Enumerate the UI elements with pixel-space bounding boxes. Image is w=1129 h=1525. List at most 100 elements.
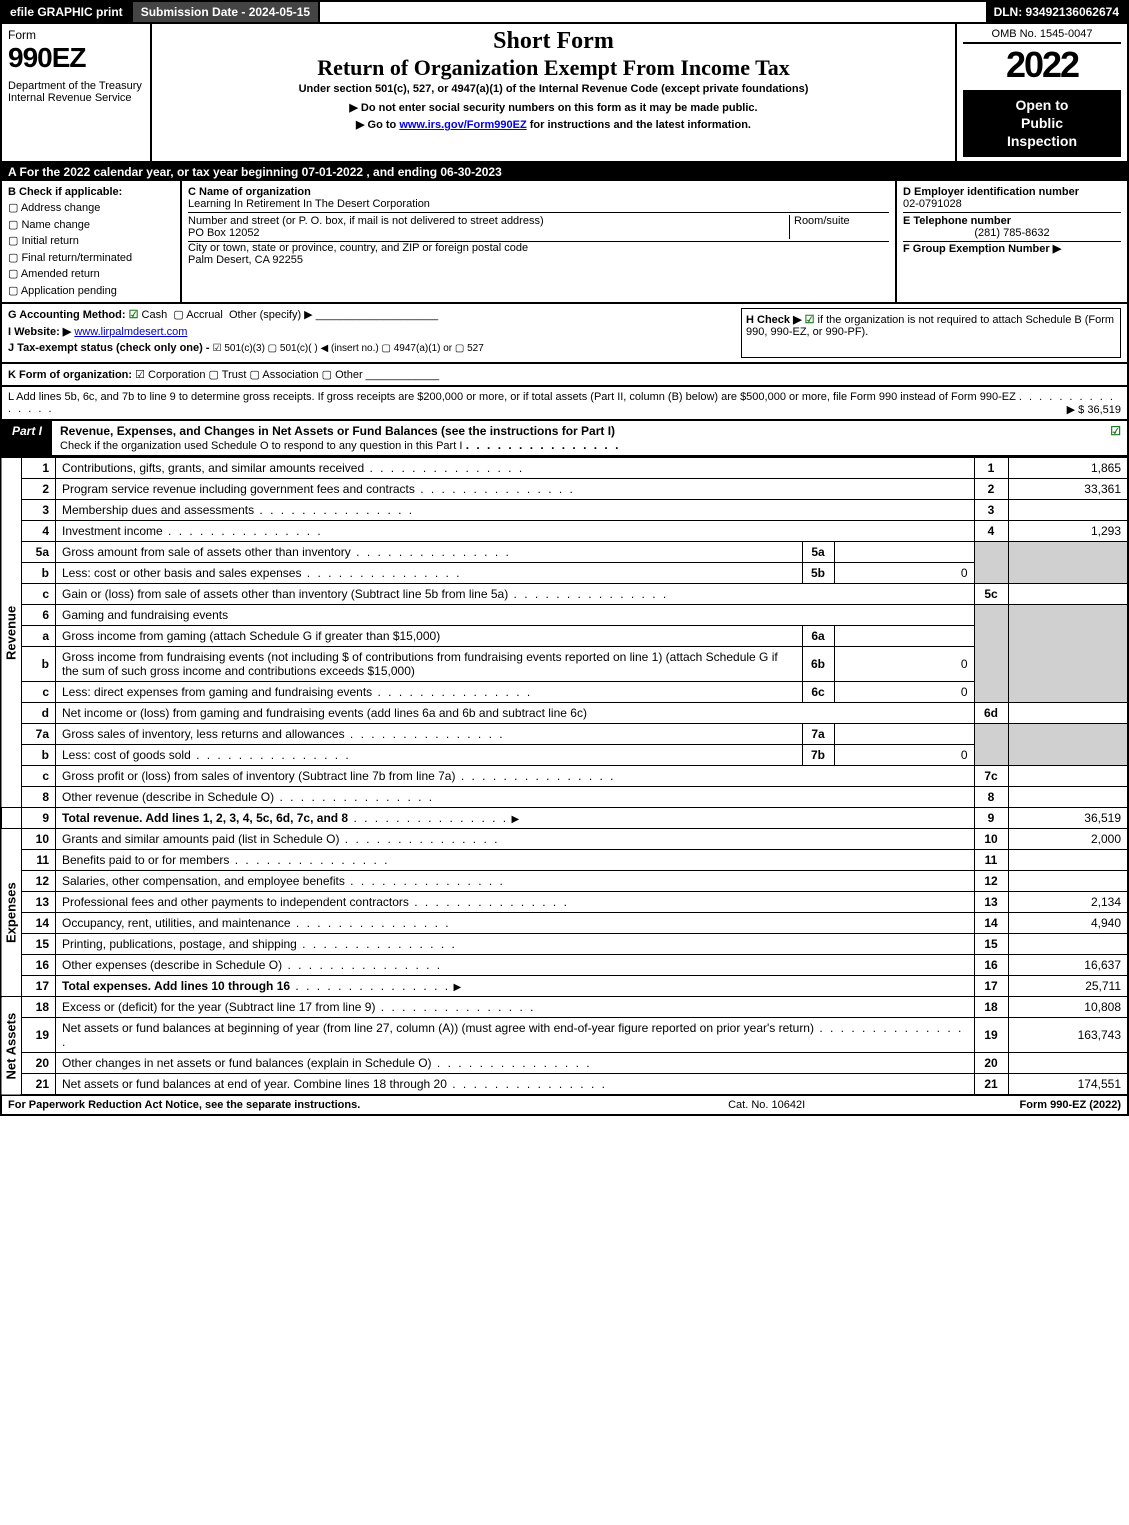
ld: Gross income from fundraising events (no…	[62, 650, 778, 678]
ld: Net income or (loss) from gaming and fun…	[62, 706, 587, 720]
lv: 2,134	[1008, 892, 1128, 913]
section-def: D Employer identification number 02-0791…	[897, 181, 1127, 303]
lr: 10	[974, 829, 1008, 850]
cb-amended-return[interactable]: Amended return	[8, 266, 174, 283]
efile-label[interactable]: efile GRAPHIC print	[2, 2, 133, 22]
line-19: 19Net assets or fund balances at beginni…	[1, 1018, 1128, 1053]
revenue-label: Revenue	[1, 458, 22, 808]
line-7b: bLess: cost of goods sold7b0	[1, 745, 1128, 766]
line-6d: dNet income or (loss) from gaming and fu…	[1, 703, 1128, 724]
cb-name-change[interactable]: Name change	[8, 217, 174, 234]
part1-desc: Revenue, Expenses, and Changes in Net As…	[52, 421, 1104, 455]
b-label: B Check if applicable:	[8, 184, 174, 201]
lv: 16,637	[1008, 955, 1128, 976]
block-bcdef: B Check if applicable: Address change Na…	[0, 181, 1129, 305]
ln: 13	[22, 892, 56, 913]
footer-mid: Cat. No. 10642I	[514, 1099, 1020, 1111]
section-e: E Telephone number (281) 785-8632	[903, 213, 1121, 242]
ln: 8	[22, 787, 56, 808]
ld: Less: cost or other basis and sales expe…	[62, 566, 301, 580]
j-opts: ☑ 501(c)(3) ▢ 501(c)( ) ◀ (insert no.) ▢…	[213, 343, 484, 354]
shaded	[974, 542, 1008, 584]
ld: Grants and similar amounts paid (list in…	[62, 832, 339, 846]
c-name-label: C Name of organization	[188, 186, 311, 198]
open3: Inspection	[1007, 133, 1077, 149]
ln: c	[22, 682, 56, 703]
line-20: 20Other changes in net assets or fund ba…	[1, 1053, 1128, 1074]
lv	[1008, 1053, 1128, 1074]
ln: 10	[22, 829, 56, 850]
footer-right: Form 990-EZ (2022)	[1020, 1099, 1121, 1111]
lr: 4	[974, 521, 1008, 542]
netassets-label: Net Assets	[1, 997, 22, 1096]
cb-final-return[interactable]: Final return/terminated	[8, 250, 174, 267]
ld: Gain or (loss) from sale of assets other…	[62, 587, 508, 601]
section-l: L Add lines 5b, 6c, and 7b to line 9 to …	[0, 387, 1129, 421]
ln: 6	[22, 605, 56, 626]
g-other: Other (specify) ▶	[229, 309, 313, 321]
lv	[1008, 766, 1128, 787]
ln: b	[22, 647, 56, 682]
ln: 9	[22, 808, 56, 829]
il: 5a	[802, 542, 834, 563]
c-room-label: Room/suite	[794, 215, 850, 227]
j-label: J Tax-exempt status (check only one) -	[8, 342, 210, 354]
cb-application-pending[interactable]: Application pending	[8, 283, 174, 300]
line-7a: 7aGross sales of inventory, less returns…	[1, 724, 1128, 745]
phone-value: (281) 785-8632	[903, 227, 1121, 239]
section-k: K Form of organization: ☑ Corporation ▢ …	[0, 364, 1129, 387]
lr: 21	[974, 1074, 1008, 1096]
h-label: H Check ▶	[746, 314, 802, 326]
line-18: Net Assets18Excess or (deficit) for the …	[1, 997, 1128, 1018]
form-box: Form 990EZ Department of the Treasury In…	[2, 24, 152, 161]
lr: 7c	[974, 766, 1008, 787]
lr: 17	[974, 976, 1008, 997]
ln: 19	[22, 1018, 56, 1053]
ln: c	[22, 766, 56, 787]
lv	[1008, 934, 1128, 955]
ld: Salaries, other compensation, and employ…	[62, 874, 345, 888]
dept-label: Department of the Treasury	[8, 80, 144, 92]
ld: Printing, publications, postage, and shi…	[62, 937, 297, 951]
ld: Gross amount from sale of assets other t…	[62, 545, 351, 559]
cb-initial-return[interactable]: Initial return	[8, 233, 174, 250]
ld: Gross sales of inventory, less returns a…	[62, 727, 345, 741]
c-street-row: Number and street (or P. O. box, if mail…	[188, 213, 889, 242]
website-link[interactable]: www.lirpalmdesert.com	[74, 326, 187, 338]
line-2: 2Program service revenue including gover…	[1, 479, 1128, 500]
title-box: Short Form Return of Organization Exempt…	[152, 24, 957, 161]
shaded	[974, 724, 1008, 766]
line-5b: b Less: cost or other basis and sales exp…	[1, 563, 1128, 584]
goto-link[interactable]: www.irs.gov/Form990EZ	[399, 119, 526, 131]
line-5c: cGain or (loss) from sale of assets othe…	[1, 584, 1128, 605]
ld: Total revenue. Add lines 1, 2, 3, 4, 5c,…	[62, 811, 348, 825]
lv: 25,711	[1008, 976, 1128, 997]
cb-address-change[interactable]: Address change	[8, 200, 174, 217]
ld: Net assets or fund balances at end of ye…	[62, 1077, 447, 1091]
ln: a	[22, 626, 56, 647]
ld: Other changes in net assets or fund bala…	[62, 1056, 432, 1070]
i-label: I Website: ▶	[8, 326, 71, 338]
lv	[1008, 787, 1128, 808]
iv	[834, 724, 974, 745]
line-5a: 5a Gross amount from sale of assets other…	[1, 542, 1128, 563]
part1-header: Part I Revenue, Expenses, and Changes in…	[0, 421, 1129, 457]
ld: Occupancy, rent, utilities, and maintena…	[62, 916, 291, 930]
lv: 33,361	[1008, 479, 1128, 500]
ld: Excess or (deficit) for the year (Subtra…	[62, 1000, 375, 1014]
part1-check: Check if the organization used Schedule …	[60, 440, 462, 452]
ld: Gaming and fundraising events	[56, 605, 975, 626]
d-label: D Employer identification number	[903, 186, 1079, 198]
ln: b	[22, 563, 56, 584]
line-3: 3Membership dues and assessments3	[1, 500, 1128, 521]
l-amount: ▶ $ 36,519	[1067, 403, 1121, 416]
ld: Gross profit or (loss) from sales of inv…	[62, 769, 455, 783]
ln: 11	[22, 850, 56, 871]
org-city: Palm Desert, CA 92255	[188, 254, 303, 266]
irs-label: Internal Revenue Service	[8, 92, 144, 104]
section-d: D Employer identification number 02-0791…	[903, 184, 1121, 213]
k-opts: ☑ Corporation ▢ Trust ▢ Association ▢ Ot…	[135, 369, 363, 381]
line-16: 16Other expenses (describe in Schedule O…	[1, 955, 1128, 976]
lv	[1008, 584, 1128, 605]
part1-checkbox[interactable]: ☑	[1104, 421, 1127, 455]
